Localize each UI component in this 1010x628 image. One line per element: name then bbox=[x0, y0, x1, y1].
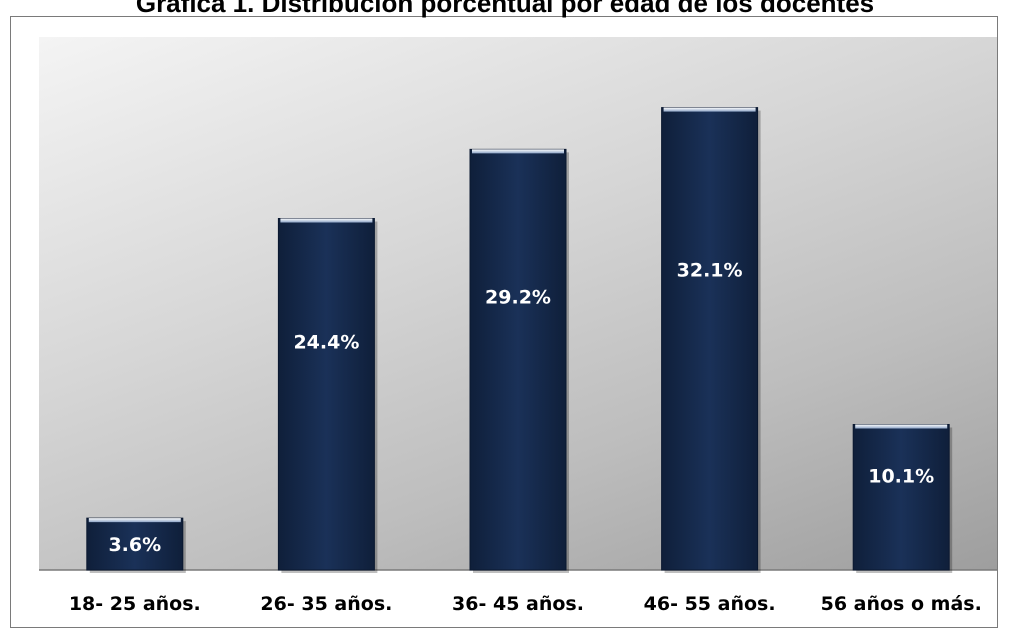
value-label: 29.2% bbox=[485, 287, 551, 309]
bar-rect bbox=[469, 148, 567, 571]
bar-4 bbox=[661, 107, 761, 573]
bar-2 bbox=[277, 218, 378, 573]
bar-rect bbox=[852, 424, 950, 571]
bar-highlight bbox=[88, 518, 181, 523]
value-label: 10.1% bbox=[868, 465, 934, 487]
bar-rect bbox=[661, 107, 759, 571]
value-label: 32.1% bbox=[677, 259, 743, 281]
bar-3 bbox=[469, 148, 569, 573]
bar-1 bbox=[86, 517, 186, 573]
category-label: 56 años o más. bbox=[821, 593, 982, 615]
category-label: 36- 45 años. bbox=[452, 593, 584, 615]
bar-5 bbox=[852, 424, 953, 573]
bar-highlight bbox=[472, 149, 564, 154]
chart-title: Gráfica 1. Distribución porcentual por e… bbox=[135, 0, 875, 18]
bar-rect bbox=[86, 517, 184, 571]
bar-highlight bbox=[663, 107, 756, 112]
category-label: 26- 35 años. bbox=[260, 593, 392, 615]
value-label: 24.4% bbox=[293, 332, 359, 354]
category-label: 46- 55 años. bbox=[644, 593, 776, 615]
bar-highlight bbox=[280, 218, 373, 223]
bar-highlight bbox=[855, 424, 948, 429]
bar-rect bbox=[277, 218, 375, 571]
category-label: 18- 25 años. bbox=[69, 593, 201, 615]
value-label: 3.6% bbox=[108, 534, 161, 556]
